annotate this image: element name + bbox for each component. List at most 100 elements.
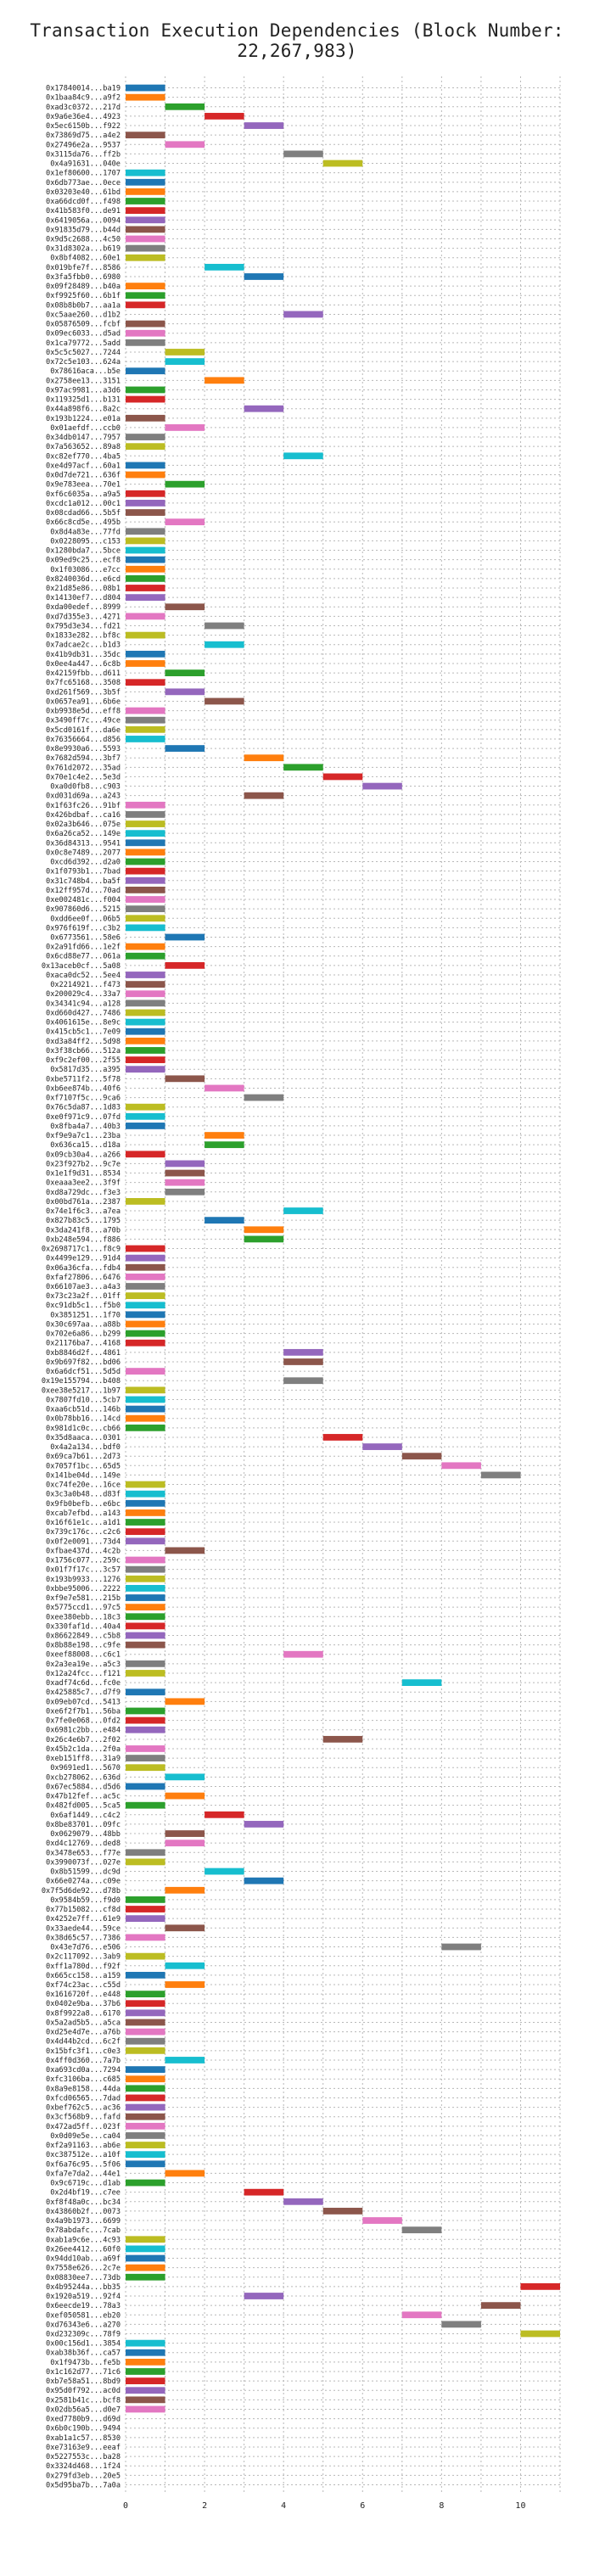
y-tick-label: 0x73869d75...a4e2 xyxy=(46,132,120,140)
transaction-bar xyxy=(126,434,165,440)
transaction-bar xyxy=(205,641,244,648)
y-tick-label: 0x3da241f8...a70b xyxy=(46,1226,120,1235)
transaction-bar xyxy=(126,1622,165,1630)
transaction-bar xyxy=(126,292,165,300)
transaction-bar xyxy=(126,905,165,913)
transaction-bar xyxy=(126,2113,165,2120)
y-tick-label: 0x70e1c4e2...5e3d xyxy=(46,773,120,781)
transaction-bar xyxy=(165,1698,205,1705)
y-tick-label: 0x9584b59...f9d0 xyxy=(50,1896,120,1905)
y-tick-label: 0x193b9933...1276 xyxy=(46,1576,120,1584)
transaction-bar xyxy=(126,2396,165,2404)
y-tick-label: 0x827b83c5...1795 xyxy=(46,1217,120,1225)
y-tick-label: 0x95d0f792...ac0d xyxy=(46,2387,120,2395)
y-tick-label: 0x1f03086...e7cc xyxy=(50,566,120,574)
y-tick-label: 0x66e0274a...c09e xyxy=(46,1878,120,1886)
x-tick-labels: 0 2 4 6 8 10 xyxy=(123,2501,525,2511)
y-tick-label: 0x4b95244a...bb35 xyxy=(46,2283,120,2292)
transaction-bar xyxy=(126,2028,165,2036)
y-tick-label: 0x1920a519...92f4 xyxy=(46,2293,120,2301)
y-tick-label: 0x4499e129...91d4 xyxy=(46,1255,120,1263)
transaction-bar xyxy=(244,1235,284,1243)
transaction-bar xyxy=(126,329,165,337)
y-tick-label: 0xeaaa3ee2...3f9f xyxy=(46,1179,120,1188)
transaction-bar xyxy=(126,207,165,215)
transaction-bar xyxy=(165,669,205,676)
y-tick-label: 0xd660d427...7486 xyxy=(46,1009,120,1017)
transaction-bar xyxy=(165,1188,205,1196)
y-tick-label: 0x1ef80600...1707 xyxy=(46,170,120,178)
y-tick-label: 0xbe5711f2...5f78 xyxy=(46,1075,120,1084)
y-tick-label: 0x5d95ba7b...7a0a xyxy=(46,2481,120,2489)
y-tick-label: 0x1f0793b1...7bad xyxy=(46,868,120,876)
y-tick-label: 0x7f5d6de92...d78b xyxy=(42,1887,120,1896)
y-tick-labels: 0x17840014...ba190x1baa84c9...a9f20xad3c… xyxy=(42,85,120,2490)
y-tick-label: 0x26c4e6b7...2f02 xyxy=(46,1736,120,1744)
y-tick-label: 0x6981c2bb...e484 xyxy=(46,1727,120,1735)
transaction-bar xyxy=(126,1707,165,1715)
y-tick-label: 0x8f9922a8...6170 xyxy=(46,2009,120,2018)
y-tick-label: 0x6cd88e77...061a xyxy=(46,953,120,961)
transaction-bar xyxy=(126,725,165,733)
transaction-bar xyxy=(126,943,165,950)
y-tick-label: 0x472ad5ff...023f xyxy=(46,2123,120,2131)
y-tick-label: 0x43860b2f...0073 xyxy=(46,2208,120,2216)
transaction-bar xyxy=(126,1971,165,1979)
transaction-bar xyxy=(126,1330,165,1337)
y-tick-label: 0x9691ed1...5670 xyxy=(50,1764,120,1772)
y-tick-label: 0x1ca79772...5add xyxy=(46,339,120,348)
y-tick-label: 0x01f7f17c...3c57 xyxy=(46,1566,120,1575)
transaction-bar xyxy=(126,1641,165,1649)
y-tick-label: 0xc74fe20e...16ce xyxy=(46,1481,120,1490)
transaction-bar xyxy=(126,1245,165,1252)
transaction-bar xyxy=(126,1688,165,1696)
transaction-bar xyxy=(126,1396,165,1403)
y-tick-label: 0xd031d69a...a243 xyxy=(46,792,120,801)
y-tick-label: 0x17840014...ba19 xyxy=(46,85,120,93)
y-tick-label: 0xb9938e5d...eff8 xyxy=(46,708,120,716)
y-tick-label: 0x30c697aa...a88b xyxy=(46,1320,120,1329)
y-tick-label: 0x7807fd10...5cb7 xyxy=(46,1396,120,1404)
transaction-bar xyxy=(126,2387,165,2394)
transaction-bar xyxy=(126,1716,165,1724)
transaction-bar xyxy=(244,2188,284,2196)
transaction-bar xyxy=(126,2085,165,2092)
transaction-bar xyxy=(126,2405,165,2413)
transaction-bar xyxy=(126,1906,165,1912)
transaction-bar xyxy=(126,1386,165,1394)
y-tick-label: 0x73c23a2f...01ff xyxy=(46,1292,120,1301)
y-tick-label: 0x0ee4a447...6c8b xyxy=(46,660,120,669)
transaction-bar xyxy=(126,188,165,195)
transaction-bar xyxy=(126,509,165,516)
y-tick-label: 0x78abdafc...7cab xyxy=(46,2226,120,2235)
transaction-bar xyxy=(126,1915,165,1923)
y-tick-label: 0x05876509...fcbf xyxy=(46,321,120,329)
transaction-bar xyxy=(165,1792,205,1800)
y-tick-label: 0xf6a76c95...5f06 xyxy=(46,2160,120,2169)
y-tick-label: 0x1f9473b...fe5b xyxy=(50,2359,120,2367)
y-tick-label: 0x8b51599...dc9d xyxy=(50,1868,120,1877)
transaction-bar xyxy=(126,537,165,545)
y-tick-label: 0x14130ef7...d804 xyxy=(46,594,120,602)
y-tick-label: 0x76c5da87...1d83 xyxy=(46,1104,120,1112)
transaction-bar xyxy=(126,1009,165,1016)
transaction-bar xyxy=(165,1169,205,1177)
transaction-bar xyxy=(126,2151,165,2159)
transaction-bar xyxy=(165,1160,205,1168)
y-tick-label: 0x0b78bb16...14cd xyxy=(46,1415,120,1424)
transaction-bar xyxy=(126,896,165,903)
y-tick-label: 0xf9925f60...6b1f xyxy=(46,292,120,300)
x-tick-label: 0 xyxy=(123,2501,128,2511)
transaction-bar xyxy=(126,301,165,309)
y-tick-label: 0x702e6a86...b299 xyxy=(46,1330,120,1339)
transaction-bar xyxy=(205,1811,244,1818)
y-tick-label: 0x19e155794...b408 xyxy=(42,1377,120,1386)
y-tick-label: 0x8fba4a7...40b3 xyxy=(50,1123,120,1131)
transaction-bar xyxy=(165,745,205,752)
y-tick-label: 0xf9c2ef00...2f55 xyxy=(46,1056,120,1065)
transaction-bar xyxy=(126,1320,165,1328)
transaction-bar xyxy=(126,887,165,893)
y-tick-label: 0x4ff0d360...7a7b xyxy=(46,2057,120,2065)
transaction-bar xyxy=(126,2273,165,2281)
y-tick-label: 0x6af1449...c4c2 xyxy=(50,1812,120,1820)
